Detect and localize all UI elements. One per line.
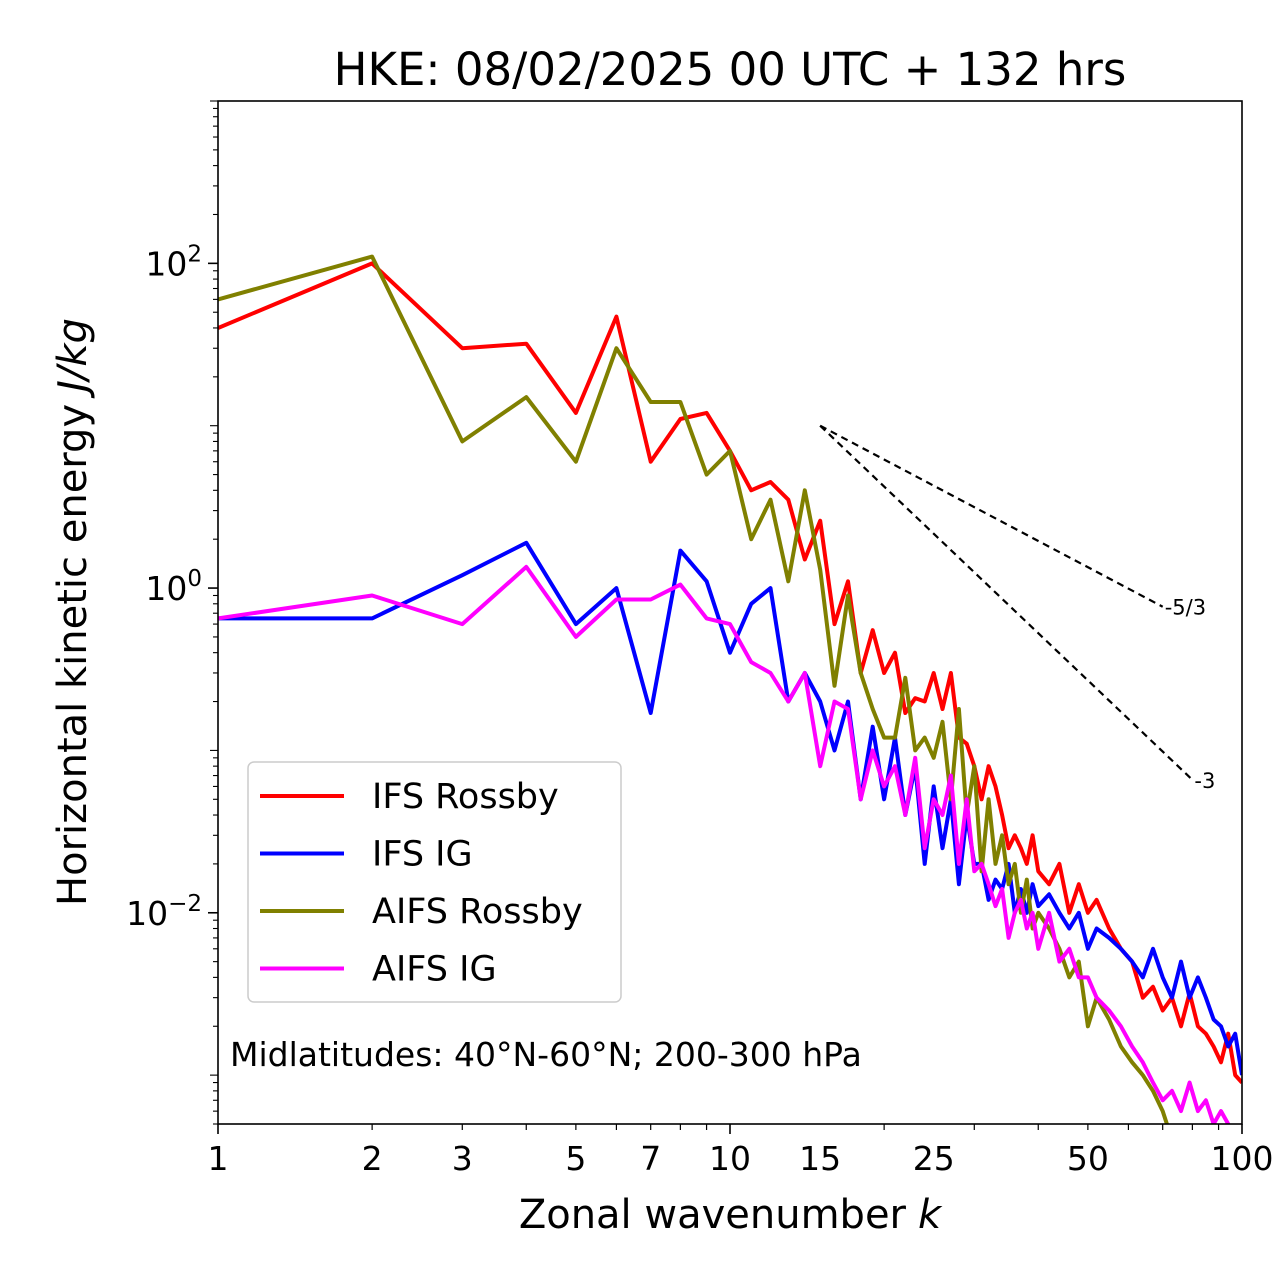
x-axis-label: Zonal wavenumber k <box>519 1192 943 1238</box>
x-tick-label: 2 <box>362 1139 383 1178</box>
y-axis-ticks: 102 100 10−2 <box>126 241 202 932</box>
reference-line-label-1: -3 <box>1194 769 1215 793</box>
x-tick-label: 1 <box>208 1139 229 1178</box>
y-axis-label-unit: J/kg <box>50 318 96 399</box>
x-axis-label-symbol: k <box>918 1192 943 1238</box>
x-tick-label: 5 <box>565 1139 586 1178</box>
minor-ticks <box>208 100 1243 1134</box>
region-annotation: Midlatitudes: 40°N-60°N; 200-300 hPa <box>230 1035 862 1074</box>
reference-line-label-0: -5/3 <box>1165 596 1206 620</box>
series-line-0 <box>218 261 1242 1084</box>
x-tick-label: 25 <box>913 1139 955 1178</box>
legend-box <box>247 761 622 1003</box>
y-axis-label-text: Horizontal kinetic energy <box>50 404 96 906</box>
x-tick-label: 7 <box>640 1139 661 1178</box>
plot-frame <box>217 100 1243 1125</box>
legend-label-1: IFS IG <box>372 835 473 875</box>
legend-label-2: AIFS Rossby <box>372 892 583 932</box>
legend-label-3: AIFS IG <box>372 950 497 990</box>
x-tick-label: 50 <box>1067 1139 1109 1178</box>
y-axis-label: Horizontal kinetic energy J/kg <box>50 318 96 906</box>
series-layer <box>218 254 1242 1124</box>
series-line-3 <box>218 564 1242 1124</box>
x-tick-label: 10 <box>709 1139 751 1178</box>
chart-title: HKE: 08/02/2025 00 UTC + 132 hrs <box>334 43 1127 96</box>
legend: IFS Rossby IFS IG AIFS Rossby AIFS IG <box>247 761 622 1003</box>
series-line-2 <box>218 254 1169 1124</box>
reference-line-0 <box>819 424 1164 608</box>
x-tick-label: 100 <box>1211 1139 1274 1178</box>
reference-lines: -5/3 -3 <box>819 424 1215 793</box>
x-tick-label: 15 <box>799 1139 841 1178</box>
x-axis-ticks: 1 2 3 5 7 10 15 25 50 100 <box>208 1139 1274 1178</box>
x-tick-label: 3 <box>452 1139 473 1178</box>
x-axis-label-text: Zonal wavenumber <box>519 1192 907 1238</box>
y-tick-label: 102 <box>145 241 202 283</box>
legend-items: IFS Rossby IFS IG AIFS Rossby AIFS IG <box>260 777 583 990</box>
y-tick-label: 100 <box>145 566 202 608</box>
legend-label-0: IFS Rossby <box>372 777 559 817</box>
reference-line-1 <box>819 424 1194 781</box>
y-tick-label: 10−2 <box>126 891 202 933</box>
series-line-1 <box>218 540 1242 1076</box>
